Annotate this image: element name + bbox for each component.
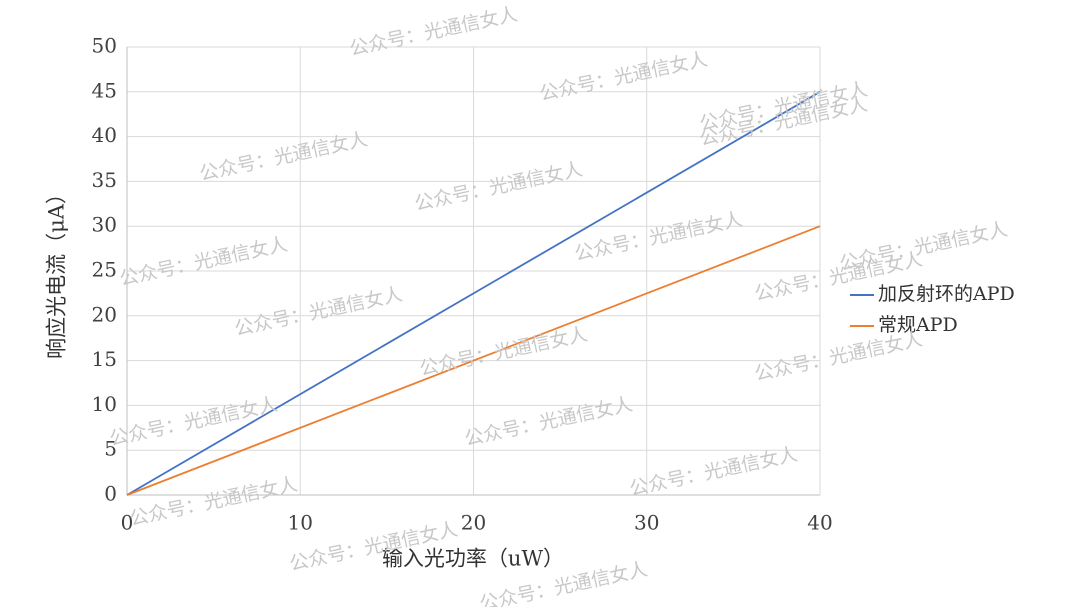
y-axis-title: 响应光电流（μA） bbox=[45, 183, 69, 359]
y-tick-label: 40 bbox=[92, 123, 117, 147]
watermark: 公众号：光通信女人 bbox=[418, 323, 590, 380]
y-tick-label: 10 bbox=[92, 392, 117, 416]
x-tick-label: 10 bbox=[288, 511, 313, 535]
y-tick-label: 30 bbox=[92, 213, 117, 237]
watermark: 公众号：光通信女人 bbox=[233, 283, 405, 340]
watermark: 公众号：光通信女人 bbox=[118, 233, 290, 290]
watermark: 公众号：光通信女人 bbox=[753, 328, 925, 385]
y-tick-label: 45 bbox=[92, 78, 117, 102]
x-axis-title: 输入光功率（uW） bbox=[382, 547, 564, 571]
x-tick-label: 20 bbox=[461, 511, 486, 535]
x-tick-label: 40 bbox=[807, 511, 832, 535]
watermark: 公众号：光通信女人 bbox=[128, 473, 300, 530]
y-tick-label: 5 bbox=[104, 437, 117, 461]
y-tick-label: 20 bbox=[92, 302, 117, 326]
y-tick-label: 0 bbox=[104, 482, 117, 506]
legend-label: 常规APD bbox=[878, 314, 958, 336]
y-tick-label: 15 bbox=[92, 347, 117, 371]
watermark: 公众号：光通信女人 bbox=[348, 3, 520, 60]
series-line bbox=[126, 91, 821, 496]
y-tick-label: 50 bbox=[92, 34, 117, 58]
series-line bbox=[126, 225, 821, 496]
y-tick-label: 25 bbox=[92, 258, 117, 282]
watermark: 公众号：光通信女人 bbox=[538, 48, 710, 105]
watermark: 公众号：光通信女人 bbox=[463, 393, 635, 450]
watermark: 公众号：光通信女人 bbox=[413, 158, 585, 215]
x-tick-label: 30 bbox=[634, 511, 659, 535]
watermark: 公众号：光通信女人 bbox=[573, 208, 745, 265]
watermark: 公众号：光通信女人 bbox=[628, 443, 800, 500]
grid bbox=[126, 46, 821, 496]
legend-label: 加反射环的APD bbox=[878, 283, 1015, 305]
x-tick-label: 0 bbox=[121, 511, 134, 535]
y-tick-label: 35 bbox=[92, 168, 117, 192]
